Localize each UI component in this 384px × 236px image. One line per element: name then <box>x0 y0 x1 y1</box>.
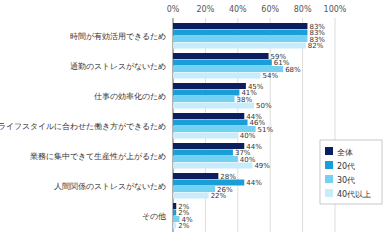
legend-label: 30代 <box>337 176 355 185</box>
category-label: ライフスタイルに合わせた働き方ができるため <box>0 122 166 131</box>
tick-label: 20% <box>197 5 215 14</box>
bar <box>173 23 307 29</box>
bar <box>173 143 244 149</box>
bar <box>173 156 238 162</box>
bar <box>173 173 218 179</box>
bar <box>173 193 209 199</box>
data-label: 40% <box>240 156 256 164</box>
bar <box>173 203 176 209</box>
legend-swatch <box>325 189 333 197</box>
data-label: 2% <box>178 222 189 230</box>
tick-label: 100% <box>324 5 347 14</box>
data-label: 40% <box>240 132 256 140</box>
bars <box>173 23 307 229</box>
data-label: 50% <box>256 102 272 110</box>
labels: 時間が有効活用できるため83%83%83%82%通勤のストレスがないため59%6… <box>0 23 325 231</box>
chart: 0%20%40%60%80%100%時間が有効活用できるため83%83%83%8… <box>0 0 384 236</box>
chart-container: 0%20%40%60%80%100%時間が有効活用できるため83%83%83%8… <box>0 0 384 236</box>
bar <box>173 73 260 79</box>
category-label: その他 <box>142 212 166 221</box>
bar <box>173 223 176 229</box>
data-label: 51% <box>258 126 274 134</box>
bar <box>173 96 235 102</box>
data-label: 28% <box>220 173 236 181</box>
bar <box>173 210 176 216</box>
category-label: 人間関係のストレスがないため <box>54 182 166 191</box>
bar <box>173 186 215 192</box>
bar <box>173 36 307 42</box>
data-label: 68% <box>285 66 301 74</box>
legend-box <box>320 140 382 204</box>
bar <box>173 90 239 96</box>
tick-label: 60% <box>261 5 279 14</box>
grid-line <box>302 18 303 232</box>
bar <box>173 120 248 126</box>
bar <box>173 53 269 59</box>
legend-swatch <box>325 161 333 169</box>
bar <box>173 133 238 139</box>
category-label: 通勤のストレスがないため <box>70 62 166 71</box>
tick-label: 0% <box>167 5 180 14</box>
data-label: 44% <box>246 179 262 187</box>
legend: 全体 20代 30代 40代以上 <box>320 140 382 204</box>
category-label: 業務に集中できて生産性が上がるため <box>30 152 166 161</box>
data-label: 54% <box>262 72 278 80</box>
category-label: 仕事の効率化のため <box>94 92 166 101</box>
bar <box>173 83 246 89</box>
legend-label: 全体 <box>337 148 353 157</box>
data-label: 22% <box>211 192 227 200</box>
bar <box>173 113 244 119</box>
bar <box>173 30 307 36</box>
bar <box>173 43 306 49</box>
legend-swatch <box>325 147 333 155</box>
tick-label: 80% <box>294 5 312 14</box>
bar <box>173 60 272 66</box>
data-label: 49% <box>254 162 270 170</box>
data-label: 82% <box>308 42 324 50</box>
category-label: 時間が有効活用できるため <box>70 32 166 41</box>
tick-label: 40% <box>229 5 247 14</box>
legend-label: 40代以上 <box>337 190 371 199</box>
legend-swatch <box>325 175 333 183</box>
data-label: 38% <box>237 96 253 104</box>
bar <box>173 150 233 156</box>
legend-label: 20代 <box>337 162 355 171</box>
